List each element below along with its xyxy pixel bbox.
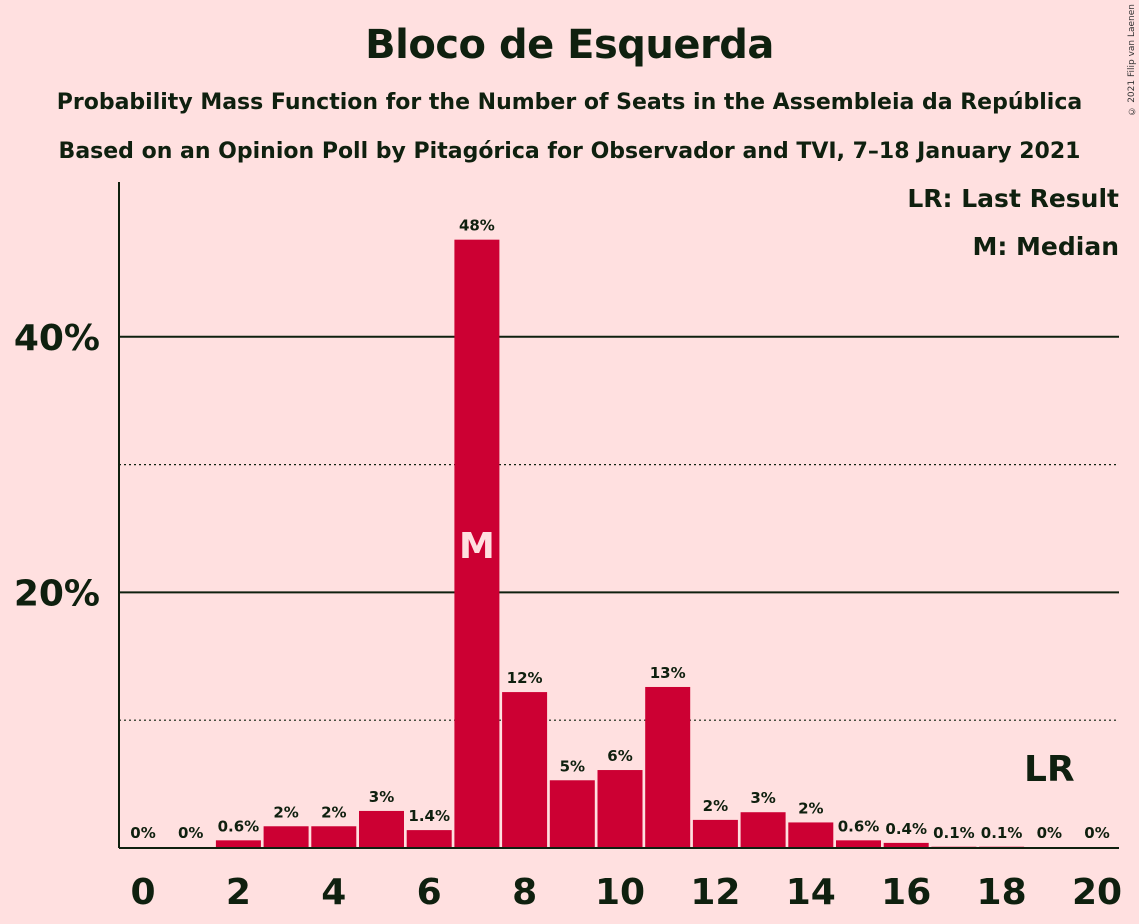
x-tick-label: 2 [226, 872, 251, 913]
bar-value-label: 0.6% [838, 817, 880, 835]
bar-value-label: 3% [369, 788, 394, 806]
median-marker: M [459, 526, 495, 567]
bar-value-label: 13% [650, 664, 686, 682]
bar [788, 822, 834, 848]
bar [406, 830, 452, 848]
x-tick-label: 14 [786, 872, 836, 913]
bar-value-label: 2% [321, 803, 346, 821]
bar-value-label: 5% [560, 757, 585, 775]
bar-value-label: 0.4% [885, 820, 927, 838]
x-tick-label: 18 [977, 872, 1027, 913]
bar [836, 840, 881, 848]
bar-value-label: 3% [750, 789, 775, 807]
bar-value-label: 2% [703, 797, 728, 815]
bar [215, 840, 261, 848]
x-tick-label: 20 [1072, 872, 1122, 913]
bar [263, 826, 309, 848]
bar [645, 686, 691, 848]
bar-value-label: 1.4% [408, 807, 450, 825]
last-result-marker: LR [1024, 749, 1075, 790]
bar [454, 239, 500, 848]
x-tick-label: 0 [130, 872, 155, 913]
bar-value-label: 0% [130, 824, 155, 842]
x-tick-label: 10 [595, 872, 645, 913]
chart-subtitle-2: Based on an Opinion Poll by Pitagórica f… [58, 139, 1081, 164]
x-tick-label: 4 [321, 872, 346, 913]
bar-value-label: 2% [798, 799, 823, 817]
bar [597, 770, 643, 848]
bar-value-label: 48% [459, 217, 495, 235]
bar-value-label: 0.1% [981, 824, 1023, 842]
x-tick-label: 8 [512, 872, 537, 913]
bar-value-label: 0.1% [933, 824, 975, 842]
x-tick-label: 16 [881, 872, 931, 913]
chart-title: Bloco de Esquerda [365, 22, 774, 68]
bar-value-label: 0.6% [218, 817, 260, 835]
legend-last-result: LR: Last Result [907, 184, 1119, 213]
bar-value-label: 2% [273, 803, 298, 821]
bar [359, 810, 404, 848]
legend-median: M: Median [972, 232, 1119, 261]
bar [883, 842, 929, 848]
bar-value-label: 0% [178, 824, 203, 842]
chart-subtitle-1: Probability Mass Function for the Number… [56, 90, 1083, 115]
bar [692, 819, 738, 848]
bar [311, 826, 357, 848]
bar [502, 692, 548, 848]
bar [549, 780, 595, 848]
bar-value-label: 0% [1037, 824, 1062, 842]
bar-value-label: 0% [1084, 824, 1109, 842]
bar-value-label: 12% [507, 669, 543, 687]
bar [740, 812, 786, 848]
bar-value-label: 6% [607, 747, 632, 765]
x-tick-label: 6 [417, 872, 442, 913]
x-tick-label: 12 [690, 872, 740, 913]
y-tick-label: 40% [14, 318, 100, 359]
y-tick-label: 20% [14, 573, 100, 614]
